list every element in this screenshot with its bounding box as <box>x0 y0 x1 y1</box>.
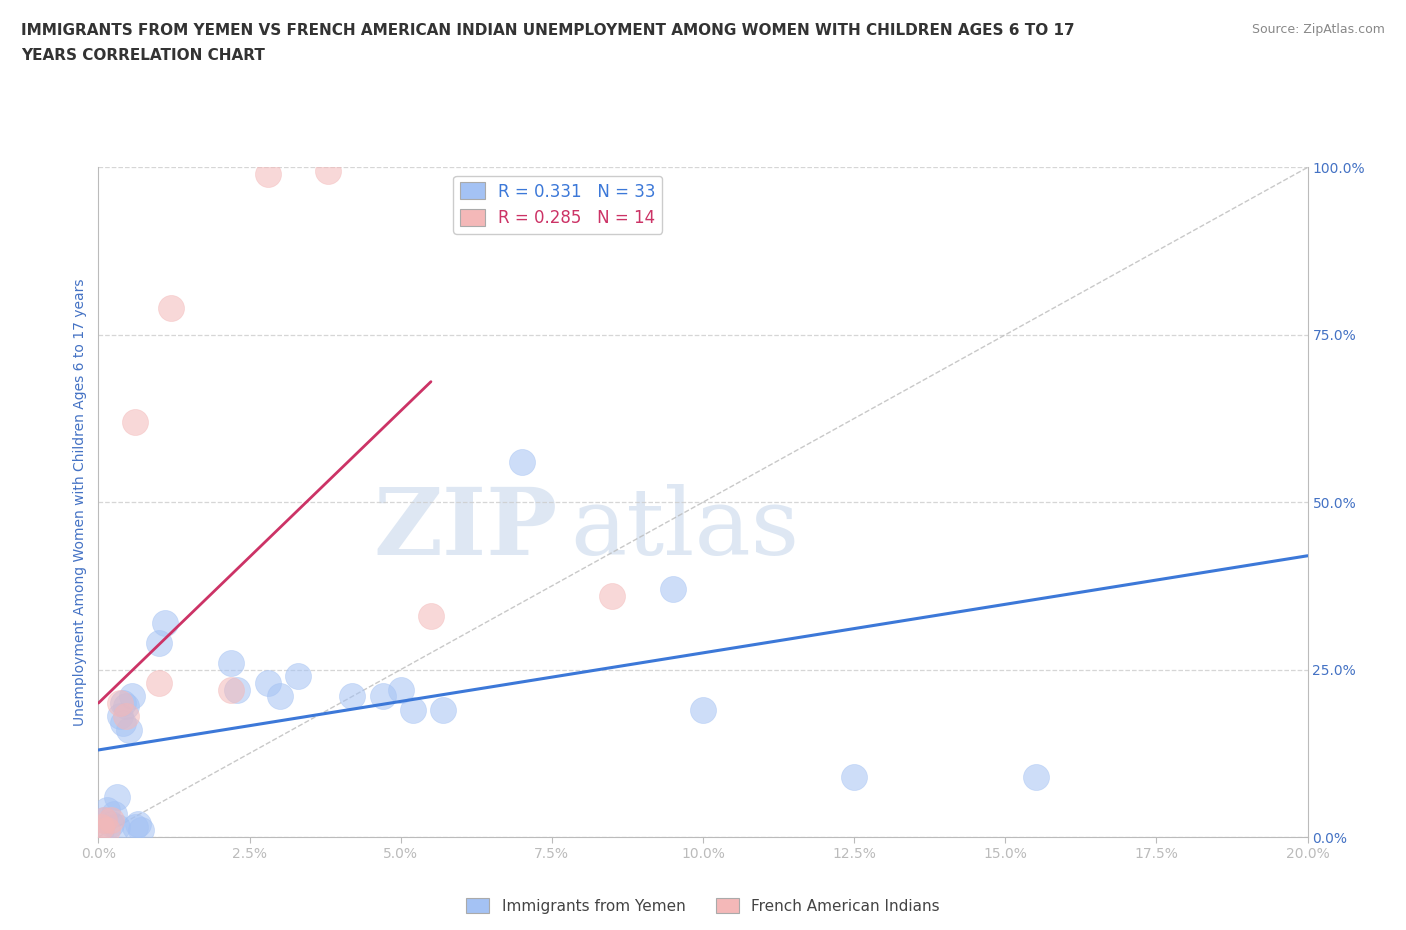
Point <box>100 813 122 828</box>
Point <box>124 819 146 834</box>
Point <box>105 790 128 804</box>
Point <box>90 819 112 834</box>
Point <box>269 689 291 704</box>
Point <box>111 716 134 731</box>
Point <box>124 415 146 430</box>
Point <box>160 300 183 315</box>
Point <box>129 823 152 838</box>
Legend: Immigrants from Yemen, French American Indians: Immigrants from Yemen, French American I… <box>460 892 946 920</box>
Text: atlas: atlas <box>569 484 799 574</box>
Point <box>153 616 176 631</box>
Text: ZIP: ZIP <box>374 484 558 574</box>
Point <box>93 813 115 828</box>
Point <box>148 675 170 690</box>
Point <box>114 709 136 724</box>
Point <box>256 166 278 181</box>
Point <box>221 683 243 698</box>
Point <box>432 702 454 717</box>
Y-axis label: Unemployment Among Women with Children Ages 6 to 17 years: Unemployment Among Women with Children A… <box>73 278 87 726</box>
Point <box>127 817 149 831</box>
Point <box>844 769 866 784</box>
Point <box>420 608 443 623</box>
Point <box>316 164 339 179</box>
Point <box>111 696 134 711</box>
Point <box>402 702 425 717</box>
Text: YEARS CORRELATION CHART: YEARS CORRELATION CHART <box>21 48 264 63</box>
Point <box>93 813 115 828</box>
Point <box>389 683 412 698</box>
Point <box>1024 769 1046 784</box>
Text: IMMIGRANTS FROM YEMEN VS FRENCH AMERICAN INDIAN UNEMPLOYMENT AMONG WOMEN WITH CH: IMMIGRANTS FROM YEMEN VS FRENCH AMERICAN… <box>21 23 1074 38</box>
Point <box>90 823 112 838</box>
Point <box>96 803 118 817</box>
Point <box>108 709 131 724</box>
Point <box>371 689 394 704</box>
Point <box>148 635 170 650</box>
Point <box>221 656 243 671</box>
Point <box>96 823 118 838</box>
Point <box>256 675 278 690</box>
Text: Source: ZipAtlas.com: Source: ZipAtlas.com <box>1251 23 1385 36</box>
Point <box>121 689 143 704</box>
Point <box>108 696 131 711</box>
Point <box>114 699 136 714</box>
Point <box>510 455 533 470</box>
Point <box>602 589 624 604</box>
Point <box>342 689 364 704</box>
Point <box>105 819 128 834</box>
Point <box>692 702 714 717</box>
Point <box>226 683 249 698</box>
Point <box>661 582 683 597</box>
Point <box>118 723 141 737</box>
Point <box>100 817 122 831</box>
Point <box>103 806 125 821</box>
Point <box>287 669 309 684</box>
